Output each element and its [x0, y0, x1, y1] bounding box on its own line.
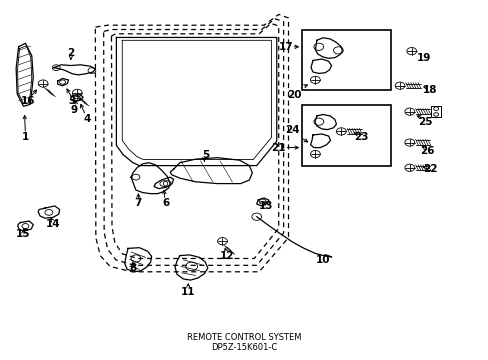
Text: 21: 21	[271, 143, 285, 153]
Text: 5: 5	[202, 150, 208, 160]
Text: 7: 7	[134, 198, 142, 208]
Text: 3: 3	[69, 96, 76, 106]
Text: 16: 16	[21, 96, 36, 106]
Text: 1: 1	[22, 132, 29, 142]
Bar	[302, 30, 390, 90]
Text: 15: 15	[16, 229, 31, 239]
Text: 22: 22	[422, 164, 437, 174]
Text: 13: 13	[259, 201, 273, 211]
Text: 25: 25	[417, 117, 432, 127]
Text: 23: 23	[354, 132, 368, 142]
Text: 11: 11	[181, 287, 195, 297]
Text: 8: 8	[129, 263, 136, 273]
Text: 24: 24	[285, 125, 299, 135]
Text: 26: 26	[420, 146, 434, 156]
Text: 14: 14	[45, 219, 60, 229]
Bar	[430, 106, 440, 117]
Text: REMOTE CONTROL SYSTEM
DP5Z-15K601-C: REMOTE CONTROL SYSTEM DP5Z-15K601-C	[187, 333, 301, 352]
Text: 17: 17	[278, 42, 293, 52]
Text: 6: 6	[163, 198, 169, 208]
Text: 2: 2	[67, 48, 74, 58]
Text: 19: 19	[416, 53, 431, 63]
Text: 18: 18	[422, 85, 437, 95]
Text: 20: 20	[287, 90, 302, 100]
Bar	[302, 105, 390, 166]
Text: 9: 9	[71, 105, 78, 115]
Text: 4: 4	[83, 114, 91, 124]
Text: 12: 12	[220, 251, 234, 261]
Text: 10: 10	[315, 255, 329, 265]
